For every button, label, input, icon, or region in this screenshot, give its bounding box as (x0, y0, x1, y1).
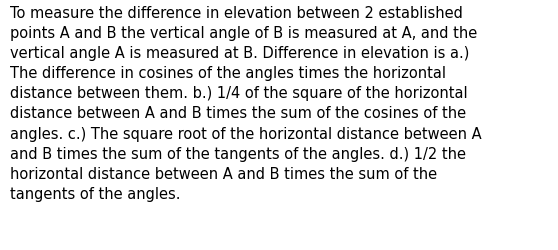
Text: To measure the difference in elevation between 2 established
points A and B the : To measure the difference in elevation b… (10, 6, 482, 201)
